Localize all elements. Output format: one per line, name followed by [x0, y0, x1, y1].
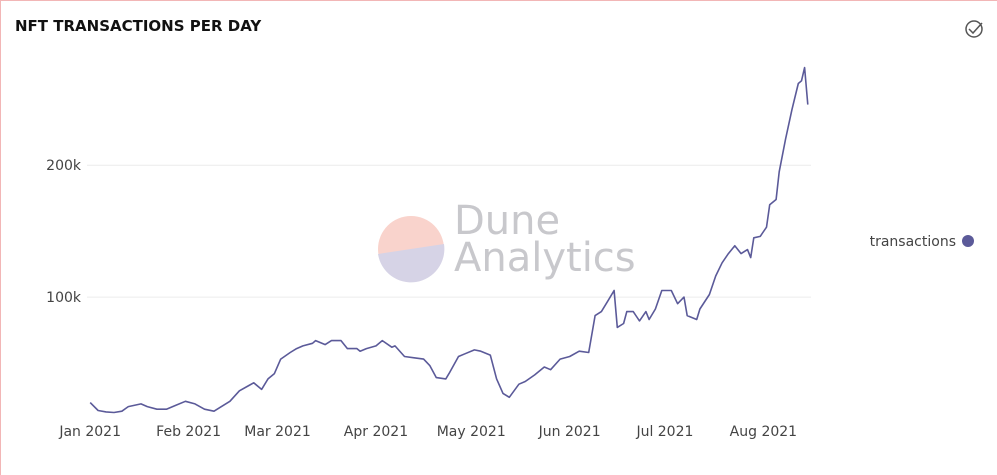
y-tick-label: 200k: [46, 158, 82, 174]
watermark: Dune: [454, 198, 560, 244]
x-tick-label: Jan 2021: [58, 424, 121, 440]
y-tick-label: 100k: [46, 290, 82, 306]
x-tick-label: Jun 2021: [538, 424, 601, 440]
x-tick-label: Apr 2021: [344, 424, 408, 440]
x-tick-label: May 2021: [437, 424, 506, 440]
x-tick-label: Aug 2021: [730, 424, 797, 440]
watermark-logo: [378, 216, 445, 283]
legend-label: transactions: [870, 234, 956, 250]
line: [89, 66, 809, 414]
x-tick-label: Feb 2021: [156, 424, 221, 440]
legend-marker: [962, 235, 974, 247]
chart-title: NFT TRANSACTIONS PER DAY: [15, 17, 262, 35]
x-tick-label: Mar 2021: [244, 424, 311, 440]
check-icon[interactable]: [965, 20, 983, 38]
x-tick-label: Jul 2021: [635, 424, 693, 440]
watermark: Analytics: [454, 235, 636, 281]
